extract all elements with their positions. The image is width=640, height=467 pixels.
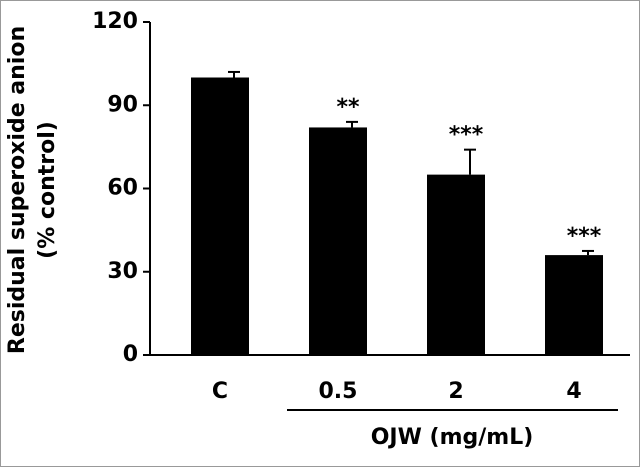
x-axis-label: OJW (mg/mL) <box>371 425 534 450</box>
significance-label: *** <box>567 224 602 249</box>
y-tick-label: 30 <box>107 259 138 284</box>
y-axis-label: Residual superoxide anion <box>5 26 30 354</box>
significance-label: *** <box>449 123 484 148</box>
error-bar <box>582 249 594 256</box>
y-tick-label: 60 <box>107 176 138 201</box>
y-tick-label: 90 <box>107 92 138 117</box>
y-axis-label: (% control) <box>35 121 60 259</box>
significance-label: ** <box>336 95 360 120</box>
x-tick-label: C <box>212 379 228 404</box>
y-tick-label: 120 <box>92 9 138 34</box>
x-tick-label: 2 <box>448 379 463 404</box>
bar <box>427 174 485 355</box>
error-bar <box>228 70 240 78</box>
y-tick-label: 0 <box>123 342 138 367</box>
error-bar <box>346 120 358 128</box>
error-bar <box>464 148 476 175</box>
bar <box>545 255 603 355</box>
bar <box>309 127 367 355</box>
bar <box>191 77 249 355</box>
x-tick-label: 0.5 <box>319 379 358 404</box>
x-tick-label: 4 <box>566 379 581 404</box>
